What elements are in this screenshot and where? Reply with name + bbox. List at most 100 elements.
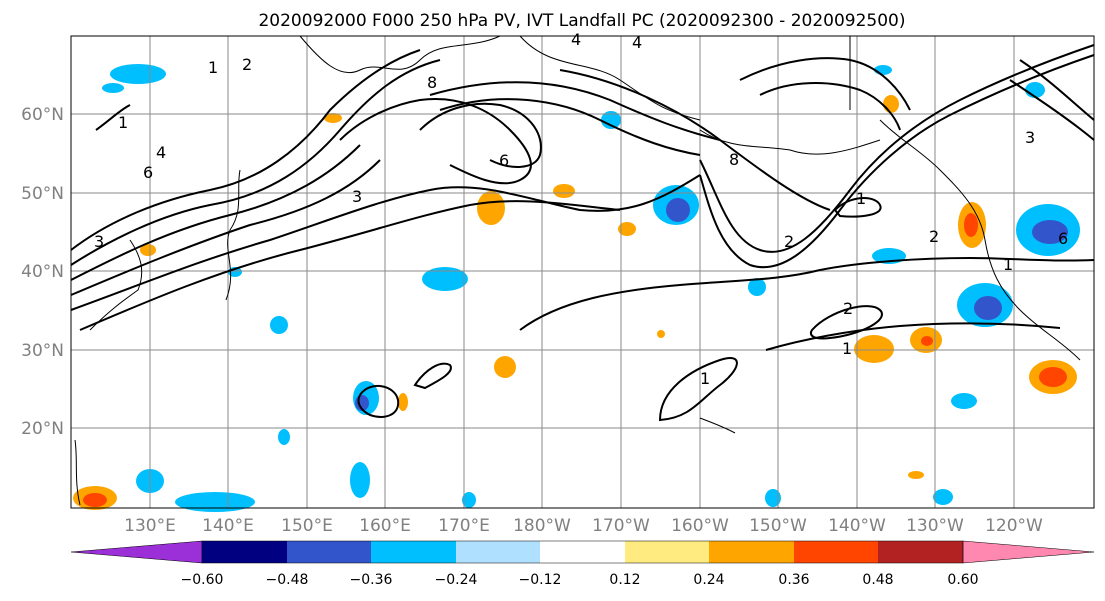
positive-anomaly-patch [921,336,933,346]
colorbar-segment [625,541,709,563]
colorbar-segment [540,541,625,563]
lon-label: 120°W [985,516,1043,536]
graticule [71,36,1094,508]
lon-label: 130°W [906,516,964,536]
contour-label: 1 [1003,255,1013,274]
contour-label: 1 [118,113,128,132]
pv-contours [70,44,1095,422]
lat-label: 40°N [21,262,64,282]
contour-label: 4 [571,30,581,49]
positive-anomaly-patch [883,95,899,113]
colorbar-tick: 0.12 [609,572,640,588]
longitude-labels: 130°E 140°E 150°E 160°E 170°E 180°W 170°… [124,516,1043,536]
pc-shading [73,64,1080,512]
negative-anomaly-patch [102,83,124,93]
lon-label: 170°W [592,516,650,536]
contour-label: 3 [1025,128,1035,147]
positive-anomaly-patch [964,213,978,237]
lon-label: 180°W [513,516,571,536]
colorbar-segment [456,541,540,563]
lat-label: 30°N [21,341,64,361]
positive-anomaly-patch [854,335,894,363]
negative-anomaly-patch [270,316,288,334]
negative-anomaly-patch [601,111,621,129]
negative-anomaly-patch [462,492,476,508]
negative-anomaly-patch [974,296,1002,320]
colorbar-segment [709,541,794,563]
colorbar-segment [878,541,963,563]
contour-label: 6 [499,151,509,170]
lon-label: 170°E [438,516,490,536]
lat-label: 60°N [21,105,64,125]
negative-anomaly-patch [1025,82,1045,98]
negative-anomaly-patch [748,278,766,296]
contour-label: 4 [156,143,166,162]
contour-label: 2 [843,299,853,318]
positive-anomaly-patch [553,184,575,198]
coastlines [74,35,1081,506]
negative-anomaly-patch [110,64,166,84]
contour-label: 2 [784,232,794,251]
colorbar-ticks: −0.60 −0.48 −0.36 −0.24 −0.12 0.12 0.24 … [181,572,979,588]
colorbar-tick: 0.36 [778,572,809,588]
contour-labels: 1 2 3 4 6 8 1 2 3 4 6 8 1 2 1 1 1 2 3 4 … [94,30,1068,388]
colorbar-tick: −0.60 [181,572,224,588]
negative-anomaly-patch [350,462,370,498]
negative-anomaly-patch [175,492,255,512]
colorbar-tick: −0.48 [266,572,309,588]
contour-label: 2 [929,227,939,246]
contour-label: 2 [242,55,252,74]
lon-label: 150°W [749,516,807,536]
colorbar-segment [794,541,878,563]
lon-label: 130°E [124,516,176,536]
positive-anomaly-patch [657,330,665,338]
contour-label: 6 [1058,229,1068,248]
lon-label: 160°W [671,516,729,536]
lon-label: 160°E [359,516,411,536]
negative-anomaly-patch [951,393,977,409]
colorbar-segment [371,541,456,563]
contour-label: 8 [729,150,739,169]
lon-label: 140°E [202,516,254,536]
negative-anomaly-patch [1032,220,1068,244]
positive-anomaly-patch [324,113,342,123]
negative-anomaly-patch [422,267,468,291]
positive-anomaly-patch [140,244,156,256]
colorbar: −0.60 −0.48 −0.36 −0.24 −0.12 0.12 0.24 … [70,540,1095,588]
colorbar-tick: −0.12 [519,572,562,588]
colorbar-segment [70,540,203,564]
contour-label: 6 [143,163,153,182]
contour-label: 3 [352,187,362,206]
positive-anomaly-patch [494,356,516,378]
map-title: 2020092000 F000 250 hPa PV, IVT Landfall… [258,11,905,31]
colorbar-tick: 0.48 [862,572,893,588]
lat-label: 50°N [21,184,64,204]
negative-anomaly-patch [933,489,953,505]
colorbar-segment [287,541,371,563]
negative-anomaly-patch [666,198,690,222]
colorbar-segment [962,540,1095,564]
positive-anomaly-patch [398,393,408,411]
contour-label: 3 [94,232,104,251]
contour-label: 1 [700,369,710,388]
contour-label: 4 [632,33,642,52]
negative-anomaly-patch [765,489,781,507]
positive-anomaly-patch [83,493,107,507]
latitude-labels: 60°N 50°N 40°N 30°N 20°N [21,105,64,439]
contour-label: 1 [856,189,866,208]
colorbar-tick: −0.24 [435,572,478,588]
colorbar-segment [202,541,287,563]
colorbar-tick: −0.36 [350,572,393,588]
negative-anomaly-patch [278,429,290,445]
positive-anomaly-patch [908,471,924,479]
colorbar-tick: 0.60 [947,572,978,588]
contour-label: 1 [842,339,852,358]
lon-label: 140°W [828,516,886,536]
map-panel: 1 2 3 4 6 8 1 2 3 4 6 8 1 2 1 1 1 2 3 4 … [70,30,1095,512]
lon-label: 150°E [281,516,333,536]
positive-anomaly-patch [618,222,636,236]
positive-anomaly-patch [477,191,505,225]
contour-label: 8 [427,73,437,92]
positive-anomaly-patch [1039,367,1067,387]
